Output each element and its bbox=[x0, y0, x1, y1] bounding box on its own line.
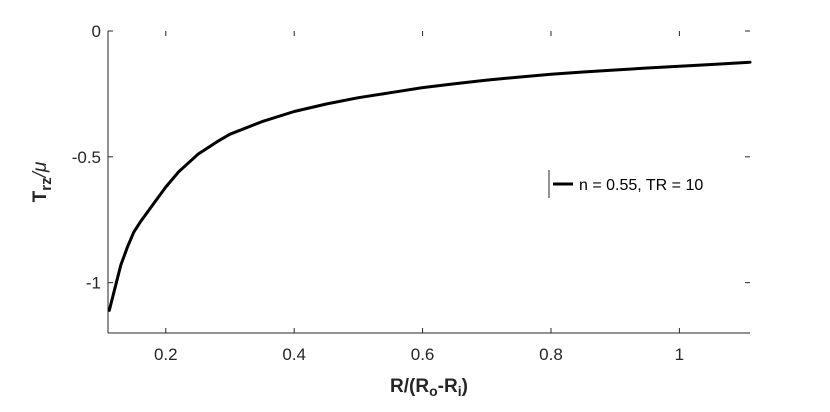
legend: n = 0.55, TR = 10 bbox=[548, 169, 751, 199]
legend-label: n = 0.55, TR = 10 bbox=[579, 177, 703, 194]
series-line-0 bbox=[107, 60, 752, 312]
x-tick-label-0: 0.2 bbox=[154, 345, 178, 364]
ticks bbox=[108, 30, 750, 333]
x-tick-label-3: 0.8 bbox=[539, 345, 563, 364]
x-tick-label-4: 1 bbox=[675, 345, 684, 364]
series bbox=[107, 60, 752, 312]
y-tick-label-2: -1 bbox=[86, 274, 101, 293]
tick-labels: 0.2 0.4 0.6 0.8 1 0 -0.5 -1 bbox=[72, 22, 684, 364]
y-tick-label-0: 0 bbox=[92, 22, 101, 41]
x-tick-label-2: 0.6 bbox=[411, 345, 435, 364]
y-tick-label-1: -0.5 bbox=[72, 148, 101, 167]
legend-box bbox=[548, 169, 751, 199]
x-axis-label: R/(Ro-Ri) bbox=[390, 376, 468, 399]
y-axis-label: Trz/μ bbox=[30, 161, 55, 202]
x-tick-label-1: 0.4 bbox=[282, 345, 306, 364]
